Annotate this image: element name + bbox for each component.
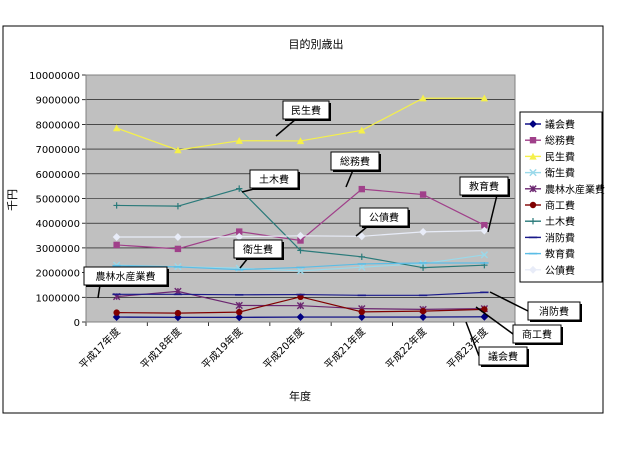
y-tick-label: 7000000 xyxy=(35,145,80,156)
data-point xyxy=(359,186,365,192)
y-tick-label: 6000000 xyxy=(35,170,80,181)
y-tick-label: 2000000 xyxy=(35,269,80,280)
data-point xyxy=(113,309,119,315)
legend-label: 商工費 xyxy=(545,199,575,212)
legend-label: 民生費 xyxy=(545,150,575,163)
data-point xyxy=(236,309,242,315)
callout-label: 総務費 xyxy=(340,155,370,168)
data-point xyxy=(359,309,365,315)
callout-label: 消防費 xyxy=(539,305,569,318)
data-point xyxy=(113,242,119,248)
legend-label: 総務費 xyxy=(545,134,575,147)
y-tick-label: 1000000 xyxy=(35,293,80,304)
callout-label: 公債費 xyxy=(369,211,399,224)
data-point xyxy=(420,308,426,314)
y-tick-label: 4000000 xyxy=(35,219,80,230)
callout-label: 民生費 xyxy=(291,104,321,117)
legend-marker xyxy=(530,202,536,208)
data-point xyxy=(175,310,181,316)
y-tick-label: 3000000 xyxy=(35,244,80,255)
y-tick-label: 0 xyxy=(74,318,80,329)
y-axis-label: 千円 xyxy=(6,189,19,211)
legend-label: 農林水産業費 xyxy=(545,183,605,196)
legend-label: 議会費 xyxy=(545,118,575,131)
x-axis-label: 年度 xyxy=(289,389,311,403)
y-tick-label: 5000000 xyxy=(35,195,80,206)
callout-label: 教育費 xyxy=(469,180,499,193)
legend-label: 消防費 xyxy=(545,231,575,244)
y-tick-label: 9000000 xyxy=(35,96,80,107)
legend-label: 教育費 xyxy=(545,248,575,261)
callout-label: 商工費 xyxy=(522,328,552,341)
data-point xyxy=(420,191,426,197)
callout-label: 議会費 xyxy=(488,350,518,363)
legend-marker xyxy=(530,137,536,143)
legend-label: 公債費 xyxy=(545,264,575,277)
callout-label: 衛生費 xyxy=(243,243,273,256)
y-tick-label: 10000000 xyxy=(29,71,80,82)
callout-label: 土木費 xyxy=(259,173,289,186)
data-point xyxy=(175,246,181,252)
y-tick-label: 8000000 xyxy=(35,120,80,131)
chart-title: 目的別歳出 xyxy=(289,37,344,51)
legend-label: 土木費 xyxy=(545,215,575,228)
legend-label: 衛生費 xyxy=(545,167,575,180)
callout-label: 農林水産業費 xyxy=(96,270,156,283)
